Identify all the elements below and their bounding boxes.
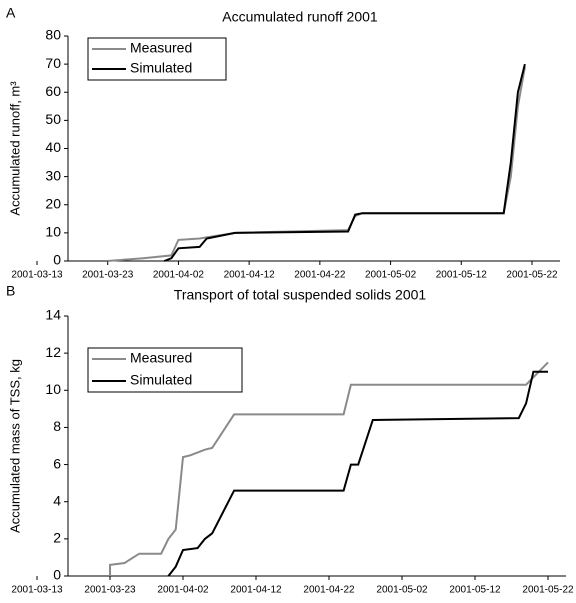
x-tick-label: 2001-03-23	[82, 270, 134, 281]
x-tick-label: 2001-03-23	[84, 585, 136, 596]
y-tick-label: 10	[45, 381, 61, 397]
y-tick-label: 2	[53, 530, 61, 546]
y-tick-label: 6	[53, 455, 61, 471]
y-tick-label: 30	[45, 167, 61, 183]
y-tick-label: 60	[45, 83, 61, 99]
panel-label: B	[6, 283, 15, 299]
y-tick-label: 8	[53, 418, 61, 434]
x-tick-label: 2001-04-22	[303, 585, 355, 596]
chart-title: Transport of total suspended solids 2001	[174, 287, 427, 303]
x-tick-label: 2001-05-02	[365, 270, 417, 281]
y-tick-label: 0	[53, 252, 61, 268]
y-tick-label: 70	[45, 55, 61, 71]
panel-label: A	[6, 5, 16, 21]
series-line	[167, 370, 548, 577]
x-tick-label: 2001-04-12	[230, 585, 282, 596]
x-tick-label: 2001-05-12	[436, 270, 488, 281]
x-tick-label: 2001-05-02	[376, 585, 428, 596]
y-tick-label: 12	[45, 344, 61, 360]
legend-label: Measured	[130, 40, 192, 56]
y-tick-label: 50	[45, 111, 61, 127]
x-tick-label: 2001-03-13	[11, 270, 63, 281]
y-tick-label: 0	[53, 567, 61, 583]
series-line	[163, 63, 526, 262]
x-tick-label: 2001-04-02	[157, 585, 209, 596]
legend-box	[87, 37, 227, 81]
y-axis-label: Accumulated mass of TSS, kg	[7, 359, 22, 533]
chart-title: Accumulated runoff 2001	[222, 9, 378, 25]
x-tick-label: 2001-04-02	[153, 270, 205, 281]
x-tick-label: 2001-05-22	[506, 270, 558, 281]
y-tick-label: 4	[53, 492, 61, 508]
y-tick-label: 20	[45, 195, 61, 211]
x-tick-label: 2001-05-12	[449, 585, 501, 596]
y-tick-label: 14	[45, 307, 61, 323]
series-line	[109, 361, 549, 576]
y-tick-label: 80	[45, 27, 61, 43]
y-tick-label: 10	[45, 224, 61, 240]
legend-label: Simulated	[130, 60, 192, 76]
x-tick-label: 2001-03-13	[11, 585, 63, 596]
y-tick-label: 40	[45, 139, 61, 155]
x-tick-label: 2001-04-22	[294, 270, 346, 281]
legend-label: Simulated	[130, 372, 192, 388]
y-axis-label: Accumulated runoff, m³	[7, 81, 22, 216]
x-tick-label: 2001-04-12	[224, 270, 276, 281]
legend-label: Measured	[130, 350, 192, 366]
legend-box	[87, 347, 243, 393]
x-tick-label: 2001-05-22	[522, 585, 574, 596]
